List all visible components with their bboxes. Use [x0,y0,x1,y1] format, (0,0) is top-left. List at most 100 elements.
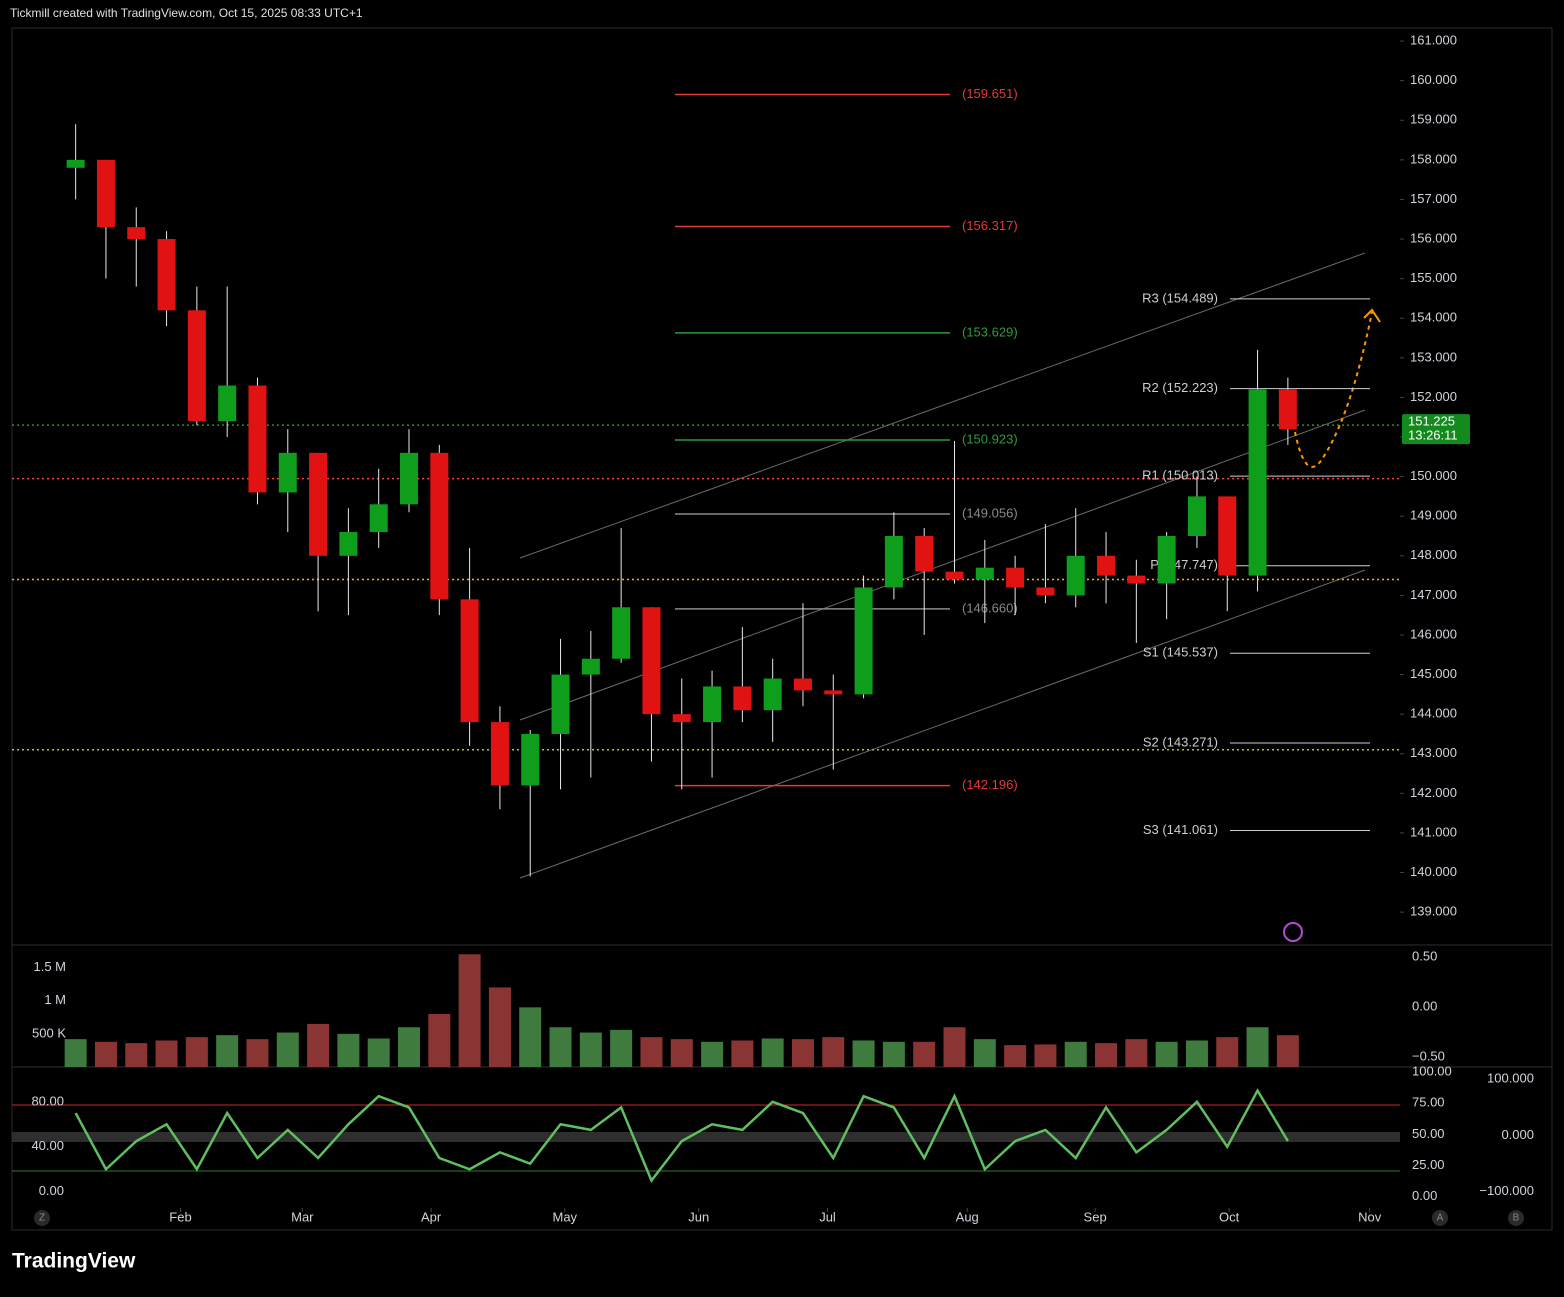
frame [11,27,1553,1231]
channel-line [519,409,1366,721]
volume-bar [913,1041,936,1067]
candle-body [430,452,449,600]
candle-body [490,722,509,786]
button[interactable]: B [1513,1213,1520,1224]
y-tick-label: 160.000 [1410,72,1457,87]
y2-tick-label: 0.00 [1412,1188,1437,1203]
y-tick-label: 146.000 [1410,626,1457,641]
volume-bar [761,1038,784,1067]
candle-body [975,567,994,580]
volume-bar [943,1027,966,1067]
button-bg[interactable] [1432,1210,1448,1226]
volume-bar [1155,1041,1178,1067]
x-tick-label: May [552,1209,577,1224]
volume-bar [731,1040,754,1067]
volume-bar [822,1037,845,1067]
button[interactable]: Z [39,1213,45,1224]
candle-body [96,159,115,228]
candle-body [884,535,903,588]
volume-bar [640,1037,663,1067]
candle-body [248,385,267,493]
volume-bar [670,1039,693,1067]
y2-tick-label: 100.00 [1412,1063,1452,1078]
volume-bar [1185,1040,1208,1067]
pivot-label: S2 (143.271) [1143,734,1218,749]
x-tick-label: Oct [1219,1209,1240,1224]
y-tick-label: 141.000 [1410,824,1457,839]
y-tick-label: 142.000 [1410,785,1457,800]
volume-bar [307,1023,330,1067]
candle-body [763,678,782,711]
button-bg[interactable] [1508,1210,1524,1226]
candle-body [612,607,631,659]
candle-body [642,607,661,715]
candle-body [66,159,85,168]
channel-line [519,252,1366,559]
candle-body [187,310,206,422]
volume-bar [1004,1045,1027,1067]
volume-bar [155,1040,178,1067]
y-tick-label: 500 K [32,1025,66,1040]
y2-tick-label: 75.00 [1412,1095,1445,1110]
pivot-label: R3 (154.489) [1142,290,1218,305]
candle-body [157,239,176,311]
y-tick-label: 155.000 [1410,270,1457,285]
volume-bar [125,1043,148,1067]
y-tick-label: 154.000 [1410,310,1457,325]
x-tick-label: Mar [291,1209,314,1224]
volume-bar [610,1029,633,1067]
osc-mid-band [12,1132,1400,1142]
candle-body [581,658,600,675]
candle-body [1218,496,1237,576]
candle-body [218,385,237,422]
candle-body [733,686,752,711]
y3-tick-label: 100.000 [1487,1071,1534,1086]
candle-body [1066,555,1085,596]
volume-bar [367,1038,390,1067]
volume-bar [64,1039,87,1067]
y-tick-label: 156.000 [1410,230,1457,245]
volume-bar [428,1013,451,1067]
volume-bar [579,1032,602,1067]
fib-label: (149.056) [962,505,1018,520]
volume-bar [216,1035,239,1067]
y-tick-label: 147.000 [1410,587,1457,602]
x-tick-label: Nov [1358,1209,1382,1224]
x-tick-label: Feb [169,1209,191,1224]
price-badge [1402,414,1470,445]
pivot-label: S1 (145.537) [1143,645,1218,660]
oscillator-line [74,1088,1289,1183]
y-tick-label: 158.000 [1410,151,1457,166]
x-tick-label: Jun [688,1209,709,1224]
x-tick-label: Apr [421,1209,442,1224]
y-tick-label: 140.000 [1410,864,1457,879]
projection-arrow [1363,308,1381,323]
x-tick-label: Sep [1084,1209,1107,1224]
x-tick-label: Jul [819,1209,836,1224]
candle-body [1036,587,1055,596]
volume-bar [488,987,511,1067]
y-tick-label: 161.000 [1410,33,1457,48]
logo: TradingView [12,1250,136,1273]
volume-bar [791,1039,814,1067]
volume-bar [1095,1043,1118,1067]
button-bg[interactable] [34,1210,50,1226]
fib-label: (150.923) [962,431,1018,446]
candle-body [1157,535,1176,584]
volume-bar [185,1037,208,1067]
candle-body [551,674,570,734]
y2-tick-label: −0.50 [1412,1048,1445,1063]
pivot-label: R2 (152.223) [1142,380,1218,395]
y2-tick-label: 25.00 [1412,1157,1445,1172]
y-tick-label: 1.5 M [33,959,66,974]
candle-body [1127,575,1146,584]
candle-body [339,532,358,556]
button[interactable]: A [1437,1213,1444,1224]
pivot-label: R1 (150.013) [1142,468,1218,483]
y-tick-label: 150.000 [1410,468,1457,483]
y-tick-label: 145.000 [1410,666,1457,681]
alert-icon[interactable] [1283,922,1303,942]
y-tick-label: 152.000 [1410,389,1457,404]
volume-bar [882,1041,905,1067]
